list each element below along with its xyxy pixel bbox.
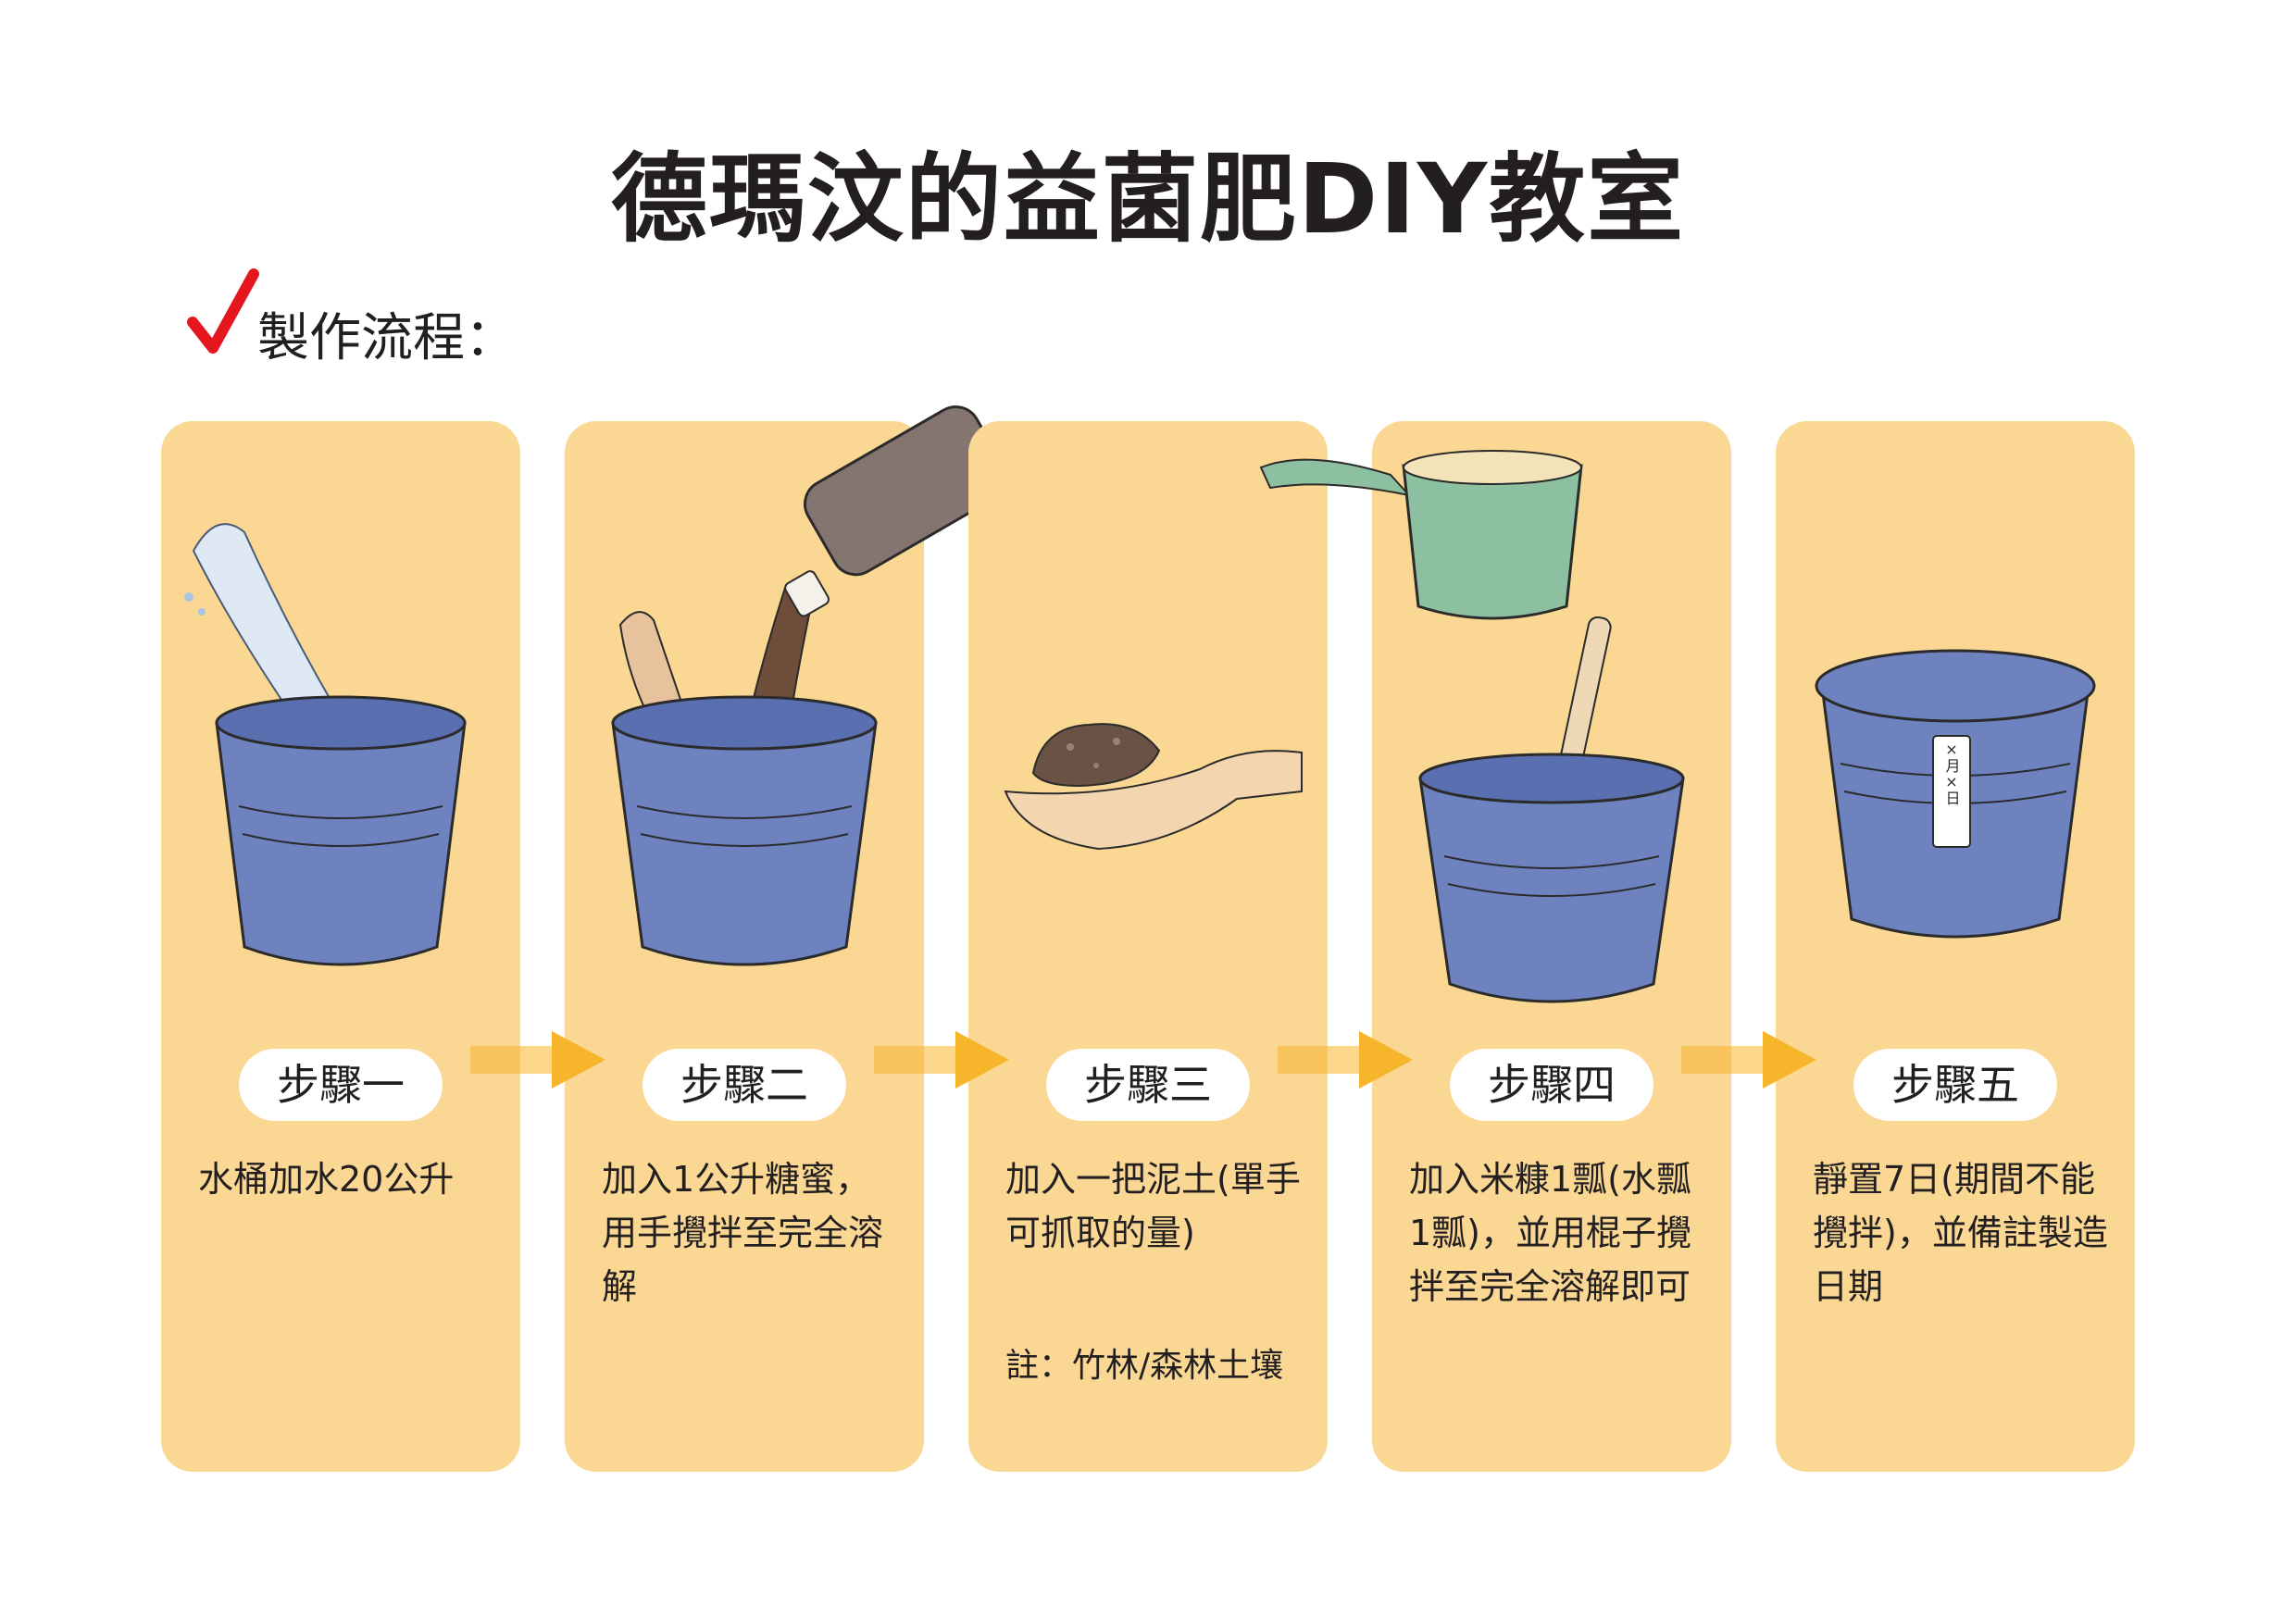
step-panel-2: 步驟二 加入1公升糖蜜，用手攪拌至完全溶解 — [565, 405, 1008, 1472]
molasses-bottle-icon — [611, 405, 1008, 966]
step-label: 步驟一 — [239, 1049, 443, 1121]
step-label: 步驟三 — [1046, 1049, 1250, 1121]
subheading-text: 製作流程： — [257, 308, 517, 368]
step-description: 加入米糠1瓢(水瓢1瓢)，並用棍子攪拌至完全溶解即可 — [1409, 1159, 1692, 1307]
step-panel-3: 步驟三 加入一把泥土(單手可抓取的量) 註：竹林/森林土壤 — [968, 421, 1328, 1472]
step-description: 加入1公升糖蜜，用手攪拌至完全溶解 — [602, 1159, 884, 1307]
arrow-right-icon — [874, 1031, 1009, 1089]
step-label: 步驟五 — [1853, 1049, 2057, 1121]
date-tag-text: ×月×日 — [1943, 741, 1961, 805]
step-label: 步驟四 — [1450, 1049, 1653, 1121]
arrow-right-icon — [470, 1031, 605, 1089]
step-description: 靜置7日(期間不能攪拌)，並備註製造日期 — [1813, 1159, 2108, 1307]
step-description: 加入一把泥土(單手可抓取的量) — [1005, 1159, 1301, 1253]
bucket-water-icon — [184, 523, 467, 966]
step-label: 步驟二 — [643, 1049, 846, 1121]
hand-soil-icon — [1004, 723, 1303, 851]
step-description: 水桶加水20公升 — [198, 1159, 455, 1200]
step-note: 註：竹林/森林土壤 — [1005, 1347, 1284, 1385]
arrow-right-icon — [1278, 1031, 1413, 1089]
step-panel-5: ×月×日 步驟五 靜置7日(期間不能攪拌)，並備註製造日期 — [1776, 421, 2135, 1472]
lidded-bucket-icon: ×月×日 — [1815, 649, 2096, 939]
checkmark-icon — [187, 268, 259, 354]
step-panel-4: 步驟四 加入米糠1瓢(水瓢1瓢)，並用棍子攪拌至完全溶解即可 — [1259, 421, 1731, 1472]
arrow-right-icon — [1681, 1031, 1816, 1089]
page-title: 德瑪汶的益菌肥DIY教室 — [610, 143, 1686, 255]
step-panel-1: 步驟一 水桶加水20公升 — [161, 421, 520, 1472]
rice-bran-scoop-icon — [1259, 450, 1685, 1003]
